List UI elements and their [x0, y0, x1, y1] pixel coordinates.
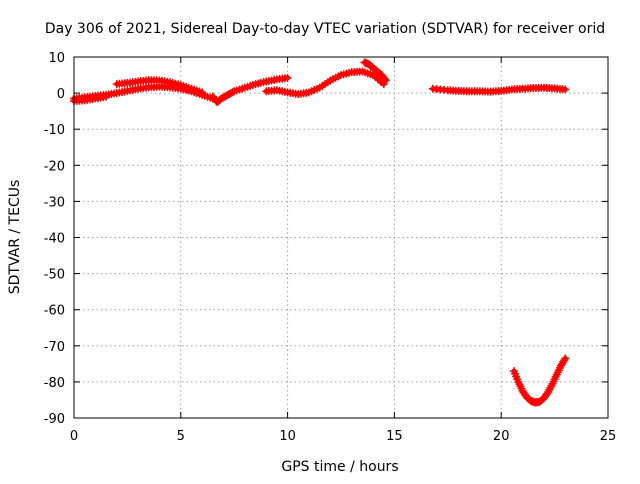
y-tick-label: -20 [44, 159, 65, 174]
plot-frame [73, 56, 609, 419]
series-track-2 [112, 76, 207, 97]
data-marks [70, 58, 570, 407]
series-track-8 [510, 354, 570, 407]
series-track-1 [70, 82, 217, 103]
series-track-4 [208, 73, 292, 107]
x-tick-label: 5 [177, 429, 185, 444]
data-point [380, 75, 389, 84]
y-tick-label: -80 [44, 376, 65, 391]
y-axis-title: SDTVAR / TECUs [7, 180, 23, 295]
series-track-5 [262, 67, 388, 99]
x-tick-label: 25 [600, 429, 617, 444]
grid [74, 57, 608, 418]
data-point [560, 356, 569, 365]
x-axis-title: GPS time / hours [281, 459, 398, 475]
data-point [228, 88, 237, 97]
y-tick-label: 10 [48, 51, 65, 66]
y-tick-label: 0 [57, 87, 65, 102]
data-point [283, 73, 292, 82]
data-point [102, 92, 111, 101]
y-tick-label: -50 [44, 268, 65, 283]
y-tick-label: -40 [44, 232, 65, 247]
x-tick-label: 0 [70, 429, 78, 444]
y-tick-label: -90 [44, 412, 65, 427]
chart-title: Day 306 of 2021, Sidereal Day-to-day VTE… [45, 21, 605, 37]
x-tick-label: 15 [386, 429, 403, 444]
axis-ticks: 0 5 10 15 20 25 10 0 -10 -20 -30 -40 -50 -60 -70 -80 -90 [44, 51, 617, 444]
y-tick-label: -30 [44, 195, 65, 210]
series-track-6 [360, 58, 390, 85]
y-tick-label: -70 [44, 340, 65, 355]
y-tick-label: -10 [44, 123, 65, 138]
y-tick-label: -60 [44, 304, 65, 319]
x-tick-label: 20 [493, 429, 510, 444]
data-point [561, 85, 570, 94]
series-track-7 [428, 83, 570, 96]
data-point [561, 354, 570, 363]
x-tick-label: 10 [279, 429, 296, 444]
data-point [198, 88, 207, 97]
data-point [381, 76, 390, 85]
